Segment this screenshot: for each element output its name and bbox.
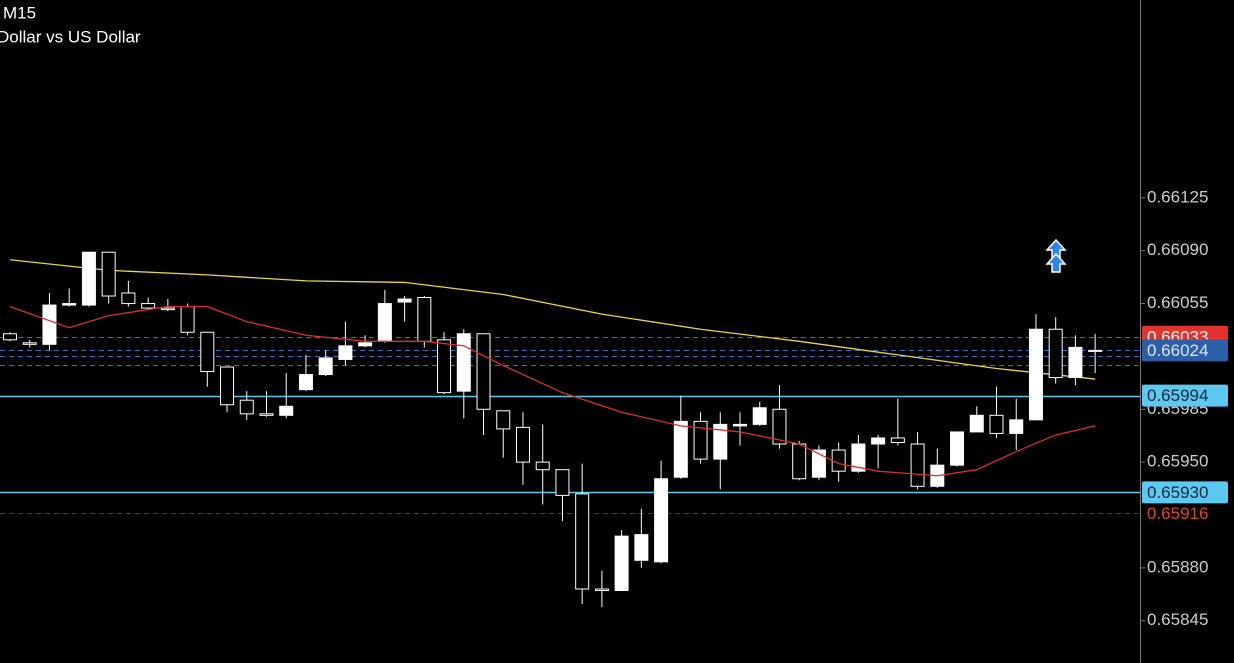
price-label: 0.66024 xyxy=(1147,341,1208,360)
candle-body xyxy=(969,414,984,433)
candle-body xyxy=(555,469,570,496)
candle-body xyxy=(871,437,886,445)
y-tick-label: 0.65845 xyxy=(1147,610,1208,629)
candle-body xyxy=(62,303,77,306)
candle-body xyxy=(890,437,905,444)
candle-body xyxy=(1048,328,1063,379)
price-label: 0.65930 xyxy=(1147,483,1208,502)
signal-arrows xyxy=(1045,238,1067,273)
candle-body xyxy=(358,342,373,347)
candle-body xyxy=(160,307,175,311)
candle-body xyxy=(437,339,452,394)
moving-average xyxy=(9,305,1096,477)
chart-subtitle: Dollar vs US Dollar xyxy=(0,27,141,46)
candle-body xyxy=(614,535,629,592)
candle-body xyxy=(535,461,550,471)
candle-body xyxy=(397,298,412,303)
price-label: 0.65994 xyxy=(1147,386,1208,405)
candle-body xyxy=(772,408,787,445)
y-tick-label: 0.65880 xyxy=(1147,557,1208,576)
candle-body xyxy=(377,303,392,342)
candle-body xyxy=(950,431,965,466)
chart-title: M15 xyxy=(3,3,36,22)
candle-body xyxy=(279,405,294,416)
candle-body xyxy=(101,251,116,297)
candle-body xyxy=(3,333,17,341)
moving-average xyxy=(9,259,1096,380)
price-label-bg xyxy=(1142,384,1228,407)
candle-body xyxy=(298,374,313,391)
candle-body xyxy=(733,423,748,427)
candle-body xyxy=(811,449,826,478)
candle-body xyxy=(693,420,708,460)
candle-body xyxy=(673,420,688,478)
candle-body xyxy=(417,297,432,342)
candle-body xyxy=(654,478,669,563)
candle-body xyxy=(1009,419,1024,434)
price-label: 0.65916 xyxy=(1147,504,1208,523)
candle-body xyxy=(594,588,609,592)
candle-body xyxy=(338,345,353,360)
candle-body xyxy=(515,426,530,463)
candle-body xyxy=(575,493,590,590)
candle-body xyxy=(259,413,274,416)
candle-body xyxy=(752,407,767,425)
candle-body xyxy=(42,304,57,345)
candle-body xyxy=(121,292,136,305)
candle-body xyxy=(180,306,195,333)
candle-body xyxy=(1028,328,1043,421)
candle-body xyxy=(792,443,807,480)
candle-body xyxy=(910,443,925,487)
price-label-bg xyxy=(1142,481,1228,504)
candle-body xyxy=(141,303,156,309)
candle-body xyxy=(239,399,254,415)
candle-body xyxy=(1068,346,1083,379)
candle-body xyxy=(318,357,333,376)
plot xyxy=(0,251,1140,608)
candle-body xyxy=(831,449,846,472)
candle-body xyxy=(989,414,1004,434)
candle-body xyxy=(713,423,728,460)
y-tick-label: 0.65950 xyxy=(1147,452,1208,471)
candle-body xyxy=(851,443,866,472)
axis: 0.661250.660900.660550.659850.659500.658… xyxy=(1140,187,1228,629)
price-label-bg xyxy=(1142,339,1228,362)
buy-arrow xyxy=(1045,252,1067,273)
candle-body xyxy=(200,331,215,373)
y-tick-label: 0.66090 xyxy=(1147,240,1208,259)
candle-body xyxy=(456,333,471,392)
candle-body xyxy=(220,366,235,406)
candle-body xyxy=(1088,349,1103,352)
candle-body xyxy=(22,342,37,345)
candle-body xyxy=(634,534,649,561)
candle-body xyxy=(81,251,96,306)
candle-body xyxy=(476,333,491,410)
candle-body xyxy=(496,410,511,430)
y-tick-label: 0.66125 xyxy=(1147,187,1208,206)
y-tick-label: 0.66055 xyxy=(1147,293,1208,312)
